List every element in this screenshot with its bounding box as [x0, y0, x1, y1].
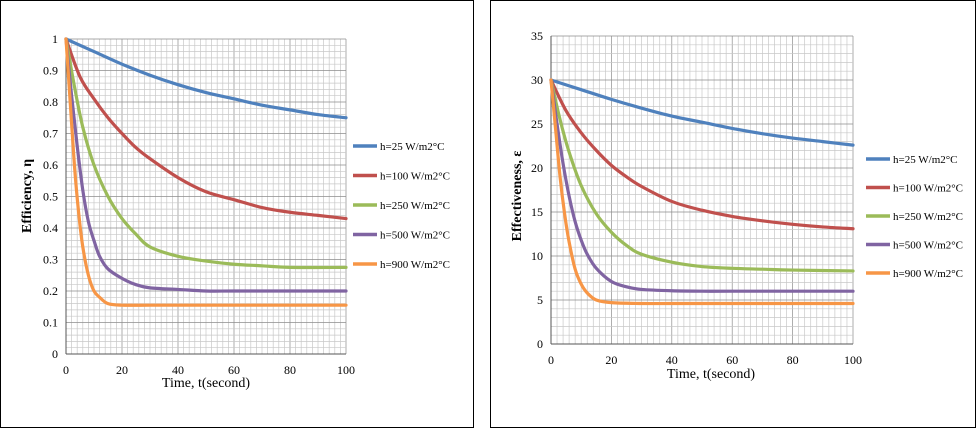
series-line: [549, 78, 855, 306]
y-tick-label: 15: [531, 205, 543, 219]
legend-label: h=25 W/m2°C: [380, 141, 445, 153]
y-tick-label: 0.2: [43, 284, 58, 298]
series-line: [64, 37, 348, 293]
series-line: [549, 78, 855, 147]
series-line: [64, 37, 348, 307]
efficiency-chart: 0 0.1 0.2 0.3 0.4 0.5 0.6 0.7 0.8 0.9 1 0 20 40 60 80 10…: [20, 32, 450, 391]
grid: [550, 35, 854, 345]
y-axis-title: Efficiency, η: [20, 159, 35, 233]
legend-label: h=500 W/m2°C: [380, 230, 450, 242]
efficiency-chart-panel: 0 0.1 0.2 0.3 0.4 0.5 0.6 0.7 0.8 0.9 1 0 20 40 60 80 10…: [0, 0, 474, 428]
y-tick-label: 0.3: [43, 253, 58, 267]
y-tick-label: 0.8: [43, 95, 58, 109]
legend-label: h=250 W/m2°C: [893, 211, 963, 223]
y-tick-label: 0.9: [43, 64, 58, 78]
series-line: [64, 37, 348, 270]
y-tick-label: 0.1: [43, 316, 58, 330]
legend-label: h=500 W/m2°C: [893, 240, 963, 252]
x-axis-title: Time, t(second): [162, 376, 250, 391]
x-tick-label: 100: [337, 363, 355, 377]
legend-label: h=100 W/m2°C: [893, 183, 963, 195]
x-tick-label: 20: [605, 353, 617, 367]
y-tick-label: 25: [531, 117, 543, 131]
y-tick-label: 0.6: [43, 158, 58, 172]
x-tick-label: 60: [228, 363, 240, 377]
series-line: [64, 37, 348, 221]
x-tick-label: 40: [172, 363, 184, 377]
y-tick-label: 30: [531, 73, 543, 87]
series-line: [64, 37, 348, 120]
effectiveness-chart-panel: 0 5 10 15 20 25 30 35 0 20 40 60 80 100 Time, t(second…: [490, 0, 976, 428]
y-tick-label: 35: [531, 29, 543, 43]
y-tick-label: 0.7: [43, 127, 58, 141]
legend-label: h=900 W/m2°C: [380, 259, 450, 271]
y-tick-label: 5: [537, 293, 543, 307]
y-tick-label: 1: [52, 32, 58, 46]
effectiveness-chart: 0 5 10 15 20 25 30 35 0 20 40 60 80 100 Time, t(second…: [510, 29, 963, 382]
x-tick-label: 80: [284, 363, 296, 377]
series-line: [549, 78, 855, 273]
y-tick-label: 20: [531, 161, 543, 175]
series-line: [549, 78, 855, 293]
grid: [65, 38, 347, 355]
y-tick-label: 0: [52, 347, 58, 361]
x-tick-label: 20: [116, 363, 128, 377]
y-tick-label: 10: [531, 249, 543, 263]
x-tick-label: 80: [787, 353, 799, 367]
legend-label: h=900 W/m2°C: [893, 268, 963, 280]
legend-label: h=250 W/m2°C: [380, 200, 450, 212]
y-tick-label: 0.4: [43, 221, 58, 235]
y-tick-label: 0.5: [43, 190, 58, 204]
x-tick-label: 40: [666, 353, 678, 367]
legend-label: h=25 W/m2°C: [893, 154, 958, 166]
x-axis-title: Time, t(second): [667, 367, 755, 382]
series-line: [549, 78, 855, 231]
x-tick-label: 100: [844, 353, 862, 367]
y-tick-label: 0: [537, 337, 543, 351]
legend-label: h=100 W/m2°C: [380, 171, 450, 183]
x-tick-label: 0: [548, 353, 554, 367]
x-tick-label: 60: [726, 353, 738, 367]
x-tick-label: 0: [63, 363, 69, 377]
y-axis-title: Effectiveness, ε: [510, 151, 525, 242]
